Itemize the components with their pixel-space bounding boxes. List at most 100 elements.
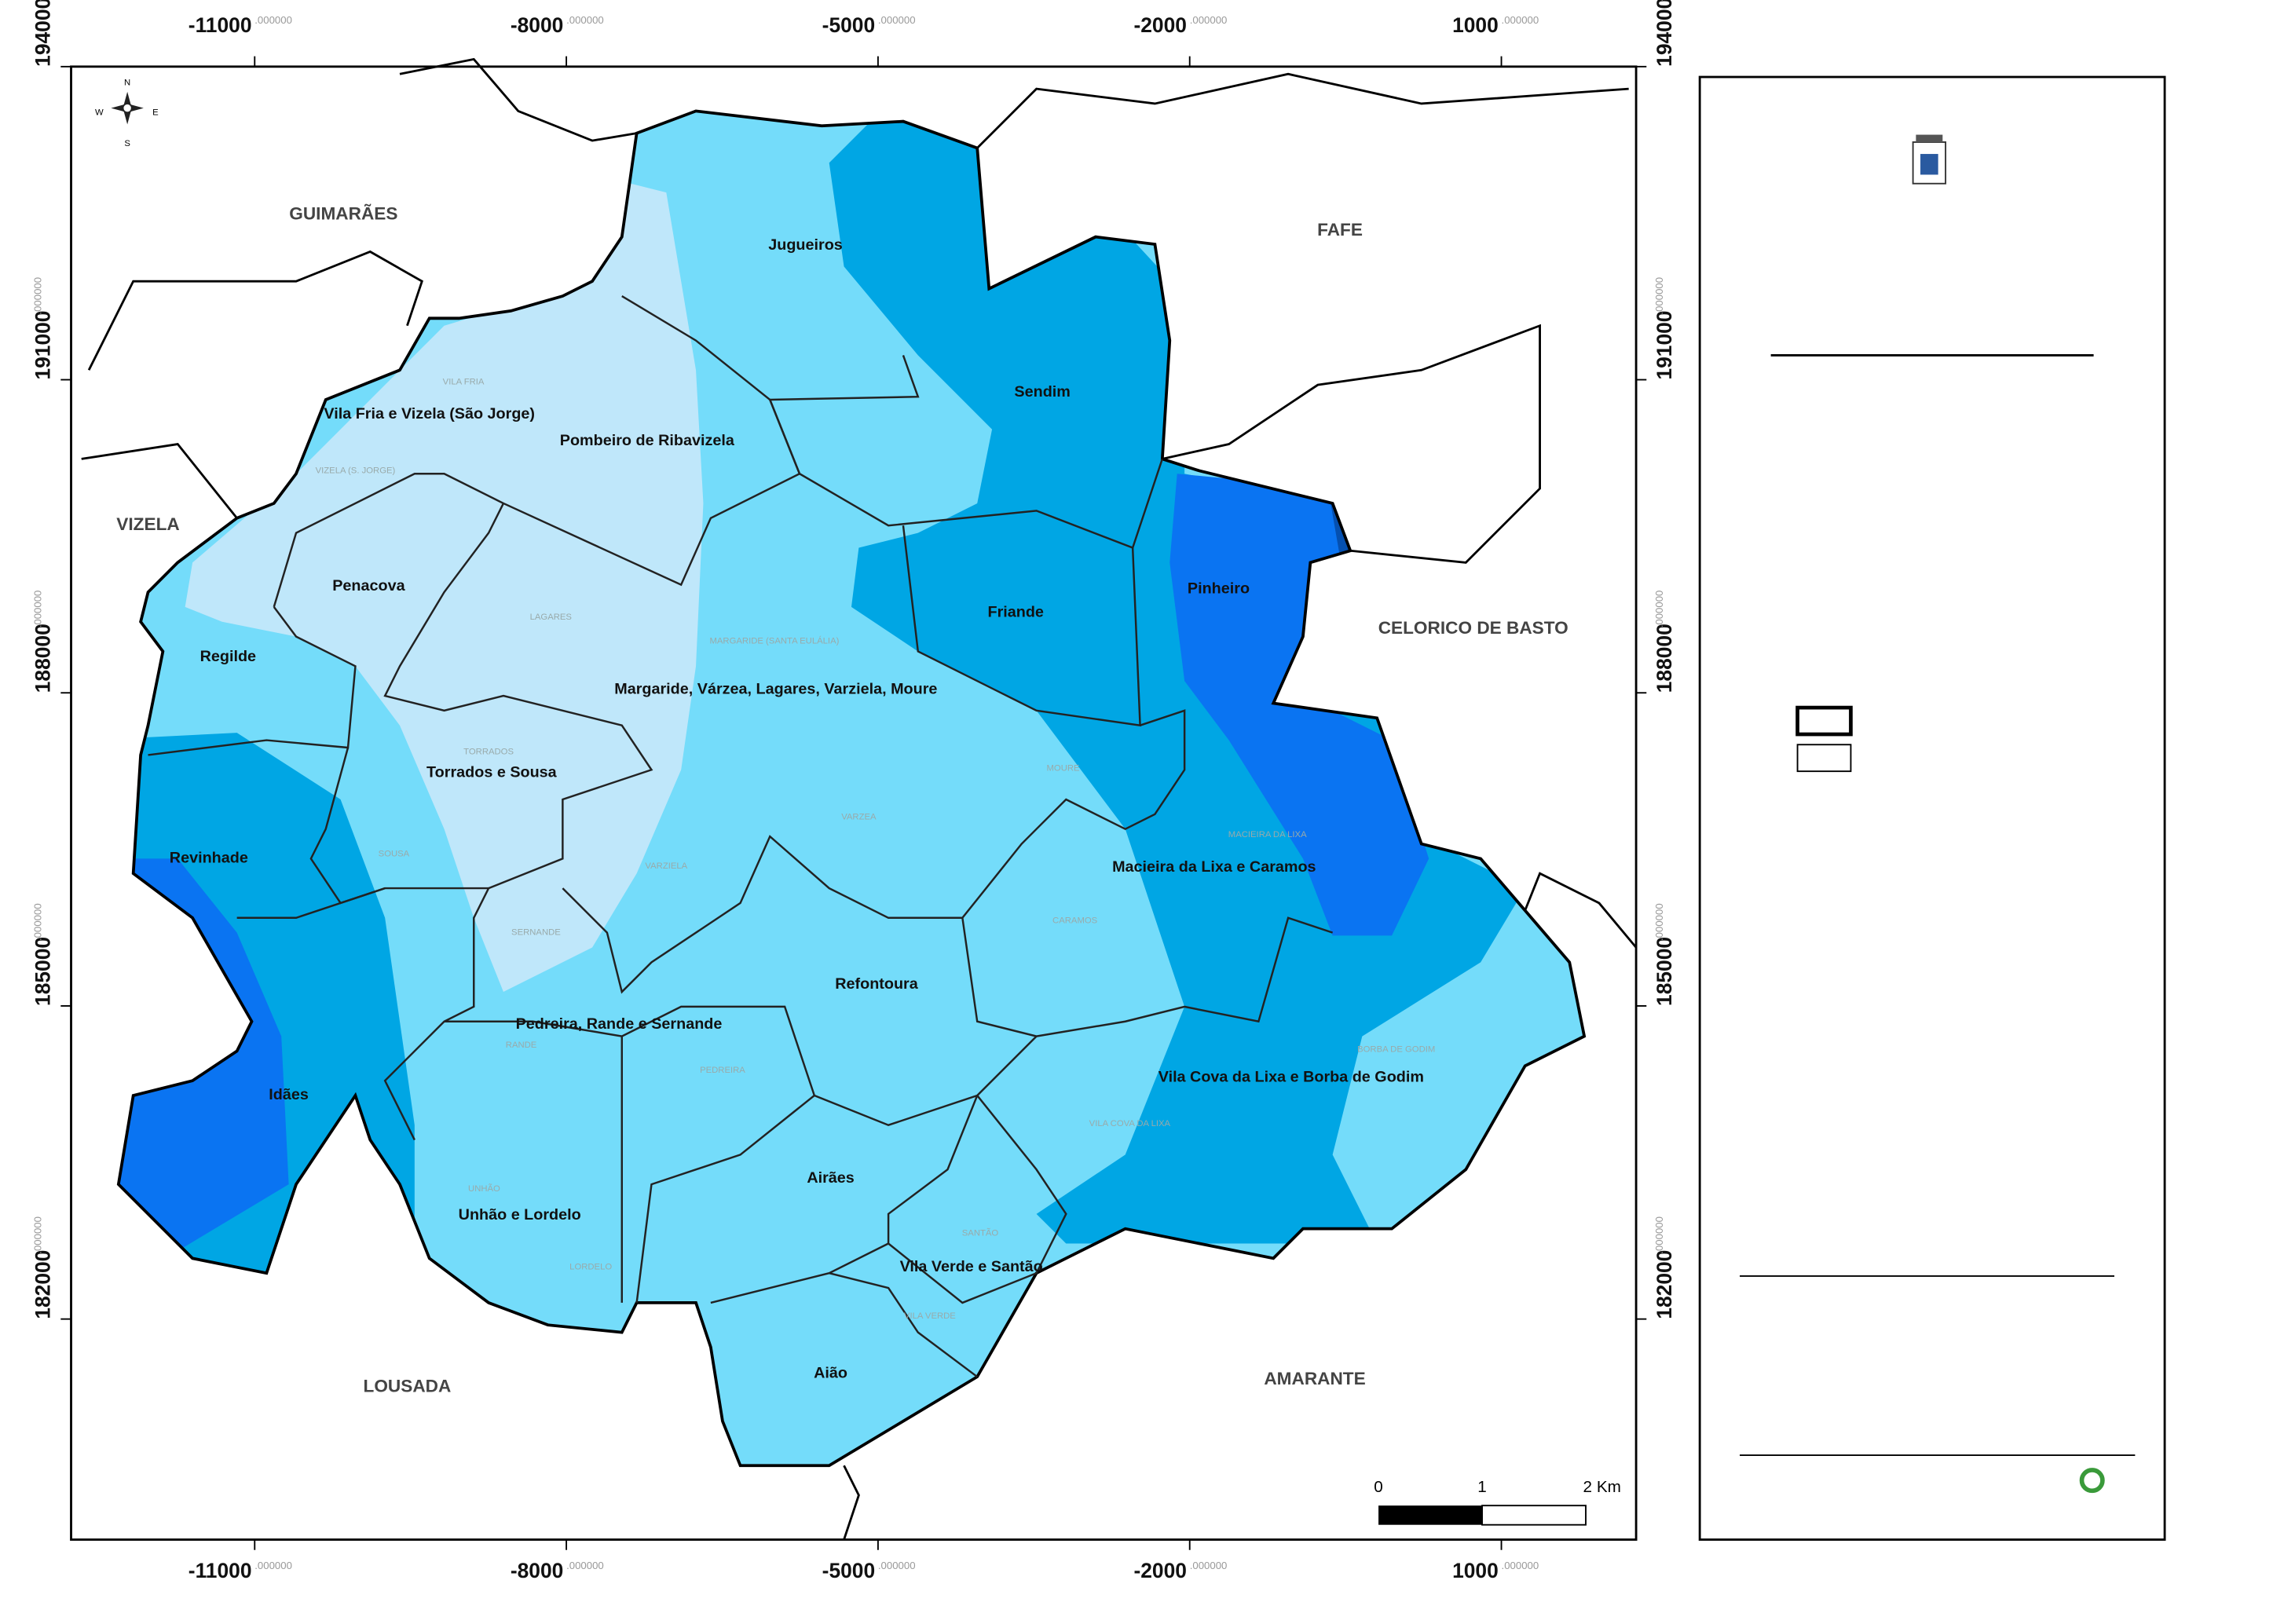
municipality-label: CELORICO DE BASTO [1378, 618, 1568, 638]
y-tick-label: 182000 [31, 1250, 55, 1319]
brand-logo [2079, 1468, 2105, 1494]
tick-decimals: .000000 [1653, 1216, 1665, 1254]
y-tick-label: 188000 [1653, 624, 1676, 693]
scale-label: 2 Km [1583, 1478, 1621, 1496]
former-parish-label: LAGARES [530, 613, 573, 622]
x-tick-label: -11000 [189, 1559, 252, 1582]
parish-label: Idães [269, 1086, 309, 1103]
y-tick-label: 191000 [1653, 311, 1676, 380]
compass-label: E [152, 108, 159, 117]
tick-decimals: .000000 [1653, 591, 1665, 628]
tick-decimals: .000000 [1653, 277, 1665, 315]
municipality-label: AMARANTE [1264, 1369, 1365, 1388]
compass-label: S [124, 139, 130, 148]
x-tick-label: 1000 [1452, 1559, 1499, 1582]
parish-label: Airães [807, 1169, 854, 1187]
former-parish-label: VILA FRIA [443, 377, 485, 386]
tick-decimals: .000000 [566, 14, 604, 26]
parish-label: Jugueiros [768, 236, 843, 254]
x-tick-label: 1000 [1452, 13, 1499, 37]
zone [185, 177, 704, 993]
parish-label: Pinheiro [1188, 580, 1250, 598]
former-parish-label: VIZELA (S. JORGE) [316, 466, 396, 475]
parish-label: Penacova [332, 577, 405, 594]
x-tick-label: -8000 [511, 13, 563, 37]
parish-label: Vila Verde e Santão [900, 1258, 1043, 1275]
tick-decimals: .000000 [1653, 0, 1665, 2]
x-tick-label: -5000 [822, 13, 875, 37]
parish-label: Pedreira, Rande e Sernande [516, 1015, 723, 1033]
tick-decimals: .000000 [1502, 1560, 1539, 1571]
tick-decimals: .000000 [32, 0, 44, 2]
former-parish-label: UNHÃO [468, 1183, 500, 1194]
y-tick-label: 188000 [31, 624, 55, 693]
tick-decimals: .000000 [1190, 14, 1228, 26]
tick-decimals: .000000 [32, 1216, 44, 1254]
y-tick-label: 194000 [1653, 0, 1676, 67]
former-parish-label: RANDE [506, 1041, 537, 1050]
legend-panel [1698, 75, 2166, 1541]
tick-decimals: .000000 [32, 903, 44, 941]
former-parish-label: VILA VERDE [904, 1311, 956, 1321]
municipality-label: VIZELA [116, 514, 179, 534]
x-tick-label: -8000 [511, 1559, 563, 1582]
scale-bar [1378, 1505, 1483, 1525]
zone [829, 111, 1525, 1244]
tick-decimals: .000000 [878, 1560, 916, 1571]
tick-decimals: .000000 [566, 1560, 604, 1571]
former-parish-label: LORDELO [569, 1263, 612, 1272]
municipality-label: GUIMARÃES [289, 203, 397, 223]
former-parish-label: MARGARIDE (SANTA EULÁLIA) [709, 635, 839, 646]
parish-label: Revinhade [170, 850, 248, 867]
parish-label: Unhão e Lordelo [459, 1206, 581, 1223]
x-tick-label: -2000 [1133, 1559, 1186, 1582]
tick-decimals: .000000 [1653, 903, 1665, 941]
parish-label: Vila Cova da Lixa e Borba de Godim [1158, 1069, 1424, 1086]
former-parish-label: MACIEIRA DA LIXA [1228, 830, 1307, 839]
y-tick-label: 185000 [1653, 937, 1676, 1006]
parish-label: Pombeiro de Ribavizela [560, 432, 735, 449]
scale-bar [1481, 1505, 1587, 1526]
x-tick-label: -2000 [1133, 13, 1186, 37]
former-parish-label: BORBA DE GODIM [1357, 1045, 1435, 1055]
compass-label: W [95, 108, 104, 117]
parish-label: Margaride, Várzea, Lagares, Varziela, Mo… [614, 681, 937, 698]
former-parish-label: SERNANDE [511, 928, 561, 938]
tick-decimals: .000000 [254, 1560, 292, 1571]
tick-decimals: .000000 [878, 14, 916, 26]
scale-label: 1 [1477, 1478, 1487, 1496]
former-parish-label: VARZIELA [645, 861, 687, 871]
legend-swatch [1795, 705, 1853, 737]
former-parish-label: TORRADOS [463, 748, 514, 757]
former-parish-label: VILA COVA DA LIXA [1089, 1119, 1171, 1128]
parish-label: Macieira da Lixa e Caramos [1112, 858, 1316, 876]
former-parish-label: VARZEA [841, 813, 877, 822]
emblem [1912, 134, 1947, 185]
parish-label: Refontoura [835, 975, 918, 993]
y-tick-label: 191000 [31, 311, 55, 380]
tick-decimals: .000000 [1190, 1560, 1228, 1571]
former-parish-label: PEDREIRA [700, 1066, 745, 1075]
municipality-outline [116, 109, 1587, 1468]
parish-label: Sendim [1014, 383, 1070, 401]
former-parish-label: SANTÃO [962, 1227, 999, 1238]
parish-label: Torrados e Sousa [426, 763, 558, 781]
former-parish-label: SOUSA [379, 850, 410, 859]
y-tick-label: 182000 [1653, 1250, 1676, 1319]
tick-decimals: .000000 [32, 591, 44, 628]
parish-label: Aião [814, 1365, 847, 1382]
neighbour-boundaries [81, 57, 1638, 1540]
scale-label: 0 [1374, 1478, 1383, 1496]
y-tick-label: 185000 [31, 937, 55, 1006]
municipality-label: LOUSADA [364, 1376, 452, 1395]
former-parish-label: CARAMOS [1052, 916, 1098, 926]
municipality-label: FAFE [1317, 220, 1363, 240]
legend-swatch [1796, 744, 1852, 773]
parish-label: Vila Fria e Vizela (São Jorge) [324, 405, 535, 422]
parish-boundaries [148, 294, 1334, 1378]
tick-decimals: .000000 [1502, 14, 1539, 26]
former-parish-label: MOURE [1047, 763, 1081, 773]
x-tick-label: -11000 [189, 13, 252, 37]
x-tick-label: -5000 [822, 1559, 875, 1582]
